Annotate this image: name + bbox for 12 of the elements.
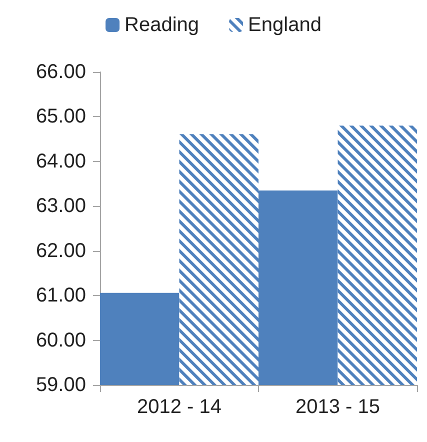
y-tick-label: 62.00 bbox=[36, 240, 86, 262]
y-tick-label: 64.00 bbox=[36, 150, 86, 172]
y-tick-label: 66.00 bbox=[36, 61, 86, 83]
x-tick-label: 2013 - 15 bbox=[295, 396, 380, 418]
x-tick-label: 2012 - 14 bbox=[136, 396, 222, 418]
y-tick-label: 59.00 bbox=[36, 374, 86, 396]
y-tick-label: 61.00 bbox=[36, 284, 86, 307]
y-tick-label: 63.00 bbox=[36, 195, 86, 218]
y-tick-label: 65.00 bbox=[36, 106, 86, 128]
y-tick-label: 60.00 bbox=[36, 329, 86, 352]
legend-label: England bbox=[248, 14, 322, 36]
legend-label: Reading bbox=[124, 14, 200, 36]
